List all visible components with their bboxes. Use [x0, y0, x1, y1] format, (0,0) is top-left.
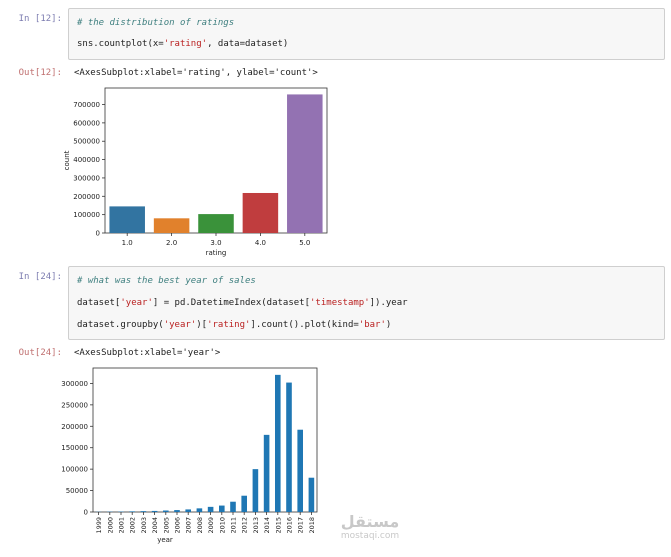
code-text: dataset.groupby('year')['rating'].count(…: [77, 320, 392, 330]
bar-year-2017: [297, 429, 303, 512]
x-tick-label: 2017: [297, 517, 305, 534]
x-tick-label: 2016: [286, 517, 294, 534]
x-tick-label: 3.0: [210, 239, 221, 247]
bar-year-2014: [263, 434, 270, 512]
rating-countplot: 1.0 2.0 3.0 4.0 5.0 0 100000 200000 300000 400000…: [63, 87, 328, 257]
bar-year-2018: [308, 477, 315, 512]
x-tick-label: 4.0: [255, 239, 266, 247]
code-comment: # the distribution of ratings: [77, 18, 235, 28]
year-bar-plot: 1999 2000 2001 2002 2003 2004 2005 2006 2007 2008…: [61, 367, 318, 544]
bar-rating-1.0: [109, 206, 145, 233]
bar-year-2003: [140, 511, 147, 512]
x-axis-label: rating: [206, 249, 227, 257]
y-axis-label: count: [63, 150, 71, 170]
code-text: dataset['year'] = pd.DatetimeIndex(datas…: [77, 298, 408, 308]
x-tick-label: 2003: [140, 517, 148, 534]
x-tick-label: 2010: [218, 517, 226, 534]
bar-year-2008: [196, 508, 203, 512]
bar-year-2005: [163, 510, 169, 512]
output-repr: <AxesSubplot:xlabel='rating', ylabel='co…: [74, 68, 318, 78]
output-prompt-24: Out[24]:: [18, 348, 62, 358]
plot-frame: [92, 367, 318, 513]
x-tick-label: 2007: [185, 517, 193, 534]
y-tick-label: 100000: [73, 211, 100, 219]
x-tick-label: 2009: [207, 517, 215, 534]
watermark-logo: مستقل mostaqi.com: [315, 512, 425, 541]
bar-year-2011: [230, 501, 236, 512]
bar-year-2007: [185, 509, 191, 512]
x-tick-label: 2011: [230, 517, 238, 534]
bar-year-2006: [174, 510, 180, 512]
x-tick-label: 2004: [151, 517, 159, 534]
bar-rating-4.0: [242, 192, 279, 233]
bar-year-2004: [151, 510, 158, 512]
y-tick-label: 300000: [73, 174, 100, 182]
y-tick-label: 400000: [73, 156, 100, 164]
output-repr: <AxesSubplot:xlabel='year'>: [74, 348, 221, 358]
x-tick-label: 2012: [241, 517, 249, 534]
code-line: sns.countplot(x='rating', data=dataset): [77, 39, 288, 49]
x-tick-label: 2001: [118, 517, 126, 534]
y-tick-label: 200000: [61, 423, 88, 431]
bar-year-2015: [275, 374, 281, 512]
input-prompt-12: In [12]:: [18, 14, 62, 24]
y-tick-label: 50000: [66, 487, 88, 495]
y-tick-label: 300000: [61, 380, 88, 388]
x-tick-label: 1.0: [122, 239, 133, 247]
x-tick-label: 2013: [252, 517, 260, 534]
code-line: dataset.groupby('year')['rating'].count(…: [77, 320, 391, 330]
y-tick-label: 600000: [73, 119, 100, 127]
y-tick-label: 500000: [73, 138, 100, 146]
bar-rating-2.0: [153, 218, 190, 233]
x-tick-label: 2006: [174, 517, 182, 534]
bar-year-2016: [286, 382, 292, 512]
x-tick-label: 2018: [308, 517, 316, 534]
input-prompt-24: In [24]:: [18, 272, 62, 282]
bar-rating-5.0: [287, 94, 323, 234]
x-axis-label: year: [157, 536, 173, 544]
code-cell-24[interactable]: # what was the best year of sales datase…: [68, 266, 665, 340]
code-line: dataset['year'] = pd.DatetimeIndex(datas…: [77, 298, 408, 308]
x-tick-label: 2015: [274, 517, 282, 534]
y-tick-label: 700000: [73, 101, 100, 109]
x-tick-label: 2008: [196, 517, 204, 534]
output-prompt-12: Out[12]:: [18, 68, 62, 78]
bar-year-2002: [129, 511, 135, 512]
y-tick-label: 250000: [61, 401, 88, 409]
bar-rating-3.0: [198, 214, 234, 233]
code-text: sns.countplot(x='rating', data=dataset): [77, 39, 289, 49]
y-tick-label: 150000: [61, 444, 88, 452]
code-cell-12[interactable]: # the distribution of ratings sns.countp…: [68, 8, 665, 60]
x-tick-label: 2000: [106, 517, 114, 534]
bar-year-2009: [207, 506, 214, 512]
y-tick-label: 100000: [61, 466, 88, 474]
x-tick-label: 2002: [129, 517, 137, 534]
y-tick-label: 200000: [73, 193, 100, 201]
bar-year-2010: [219, 505, 225, 512]
x-tick-label: 2.0: [166, 239, 177, 247]
x-tick-label: 5.0: [299, 239, 310, 247]
code-comment: # what was the best year of sales: [77, 276, 256, 286]
y-tick-label: 0: [96, 230, 100, 238]
bar-year-2012: [241, 495, 247, 512]
watermark-arabic: مستقل: [340, 512, 400, 531]
x-tick-label: 2005: [162, 517, 170, 534]
x-tick-label: 1999: [95, 517, 103, 534]
watermark-latin: mostaqi.com: [340, 531, 400, 541]
x-tick-label: 2014: [263, 517, 271, 534]
bar-year-2013: [252, 469, 259, 512]
y-tick-label: 0: [84, 509, 88, 517]
